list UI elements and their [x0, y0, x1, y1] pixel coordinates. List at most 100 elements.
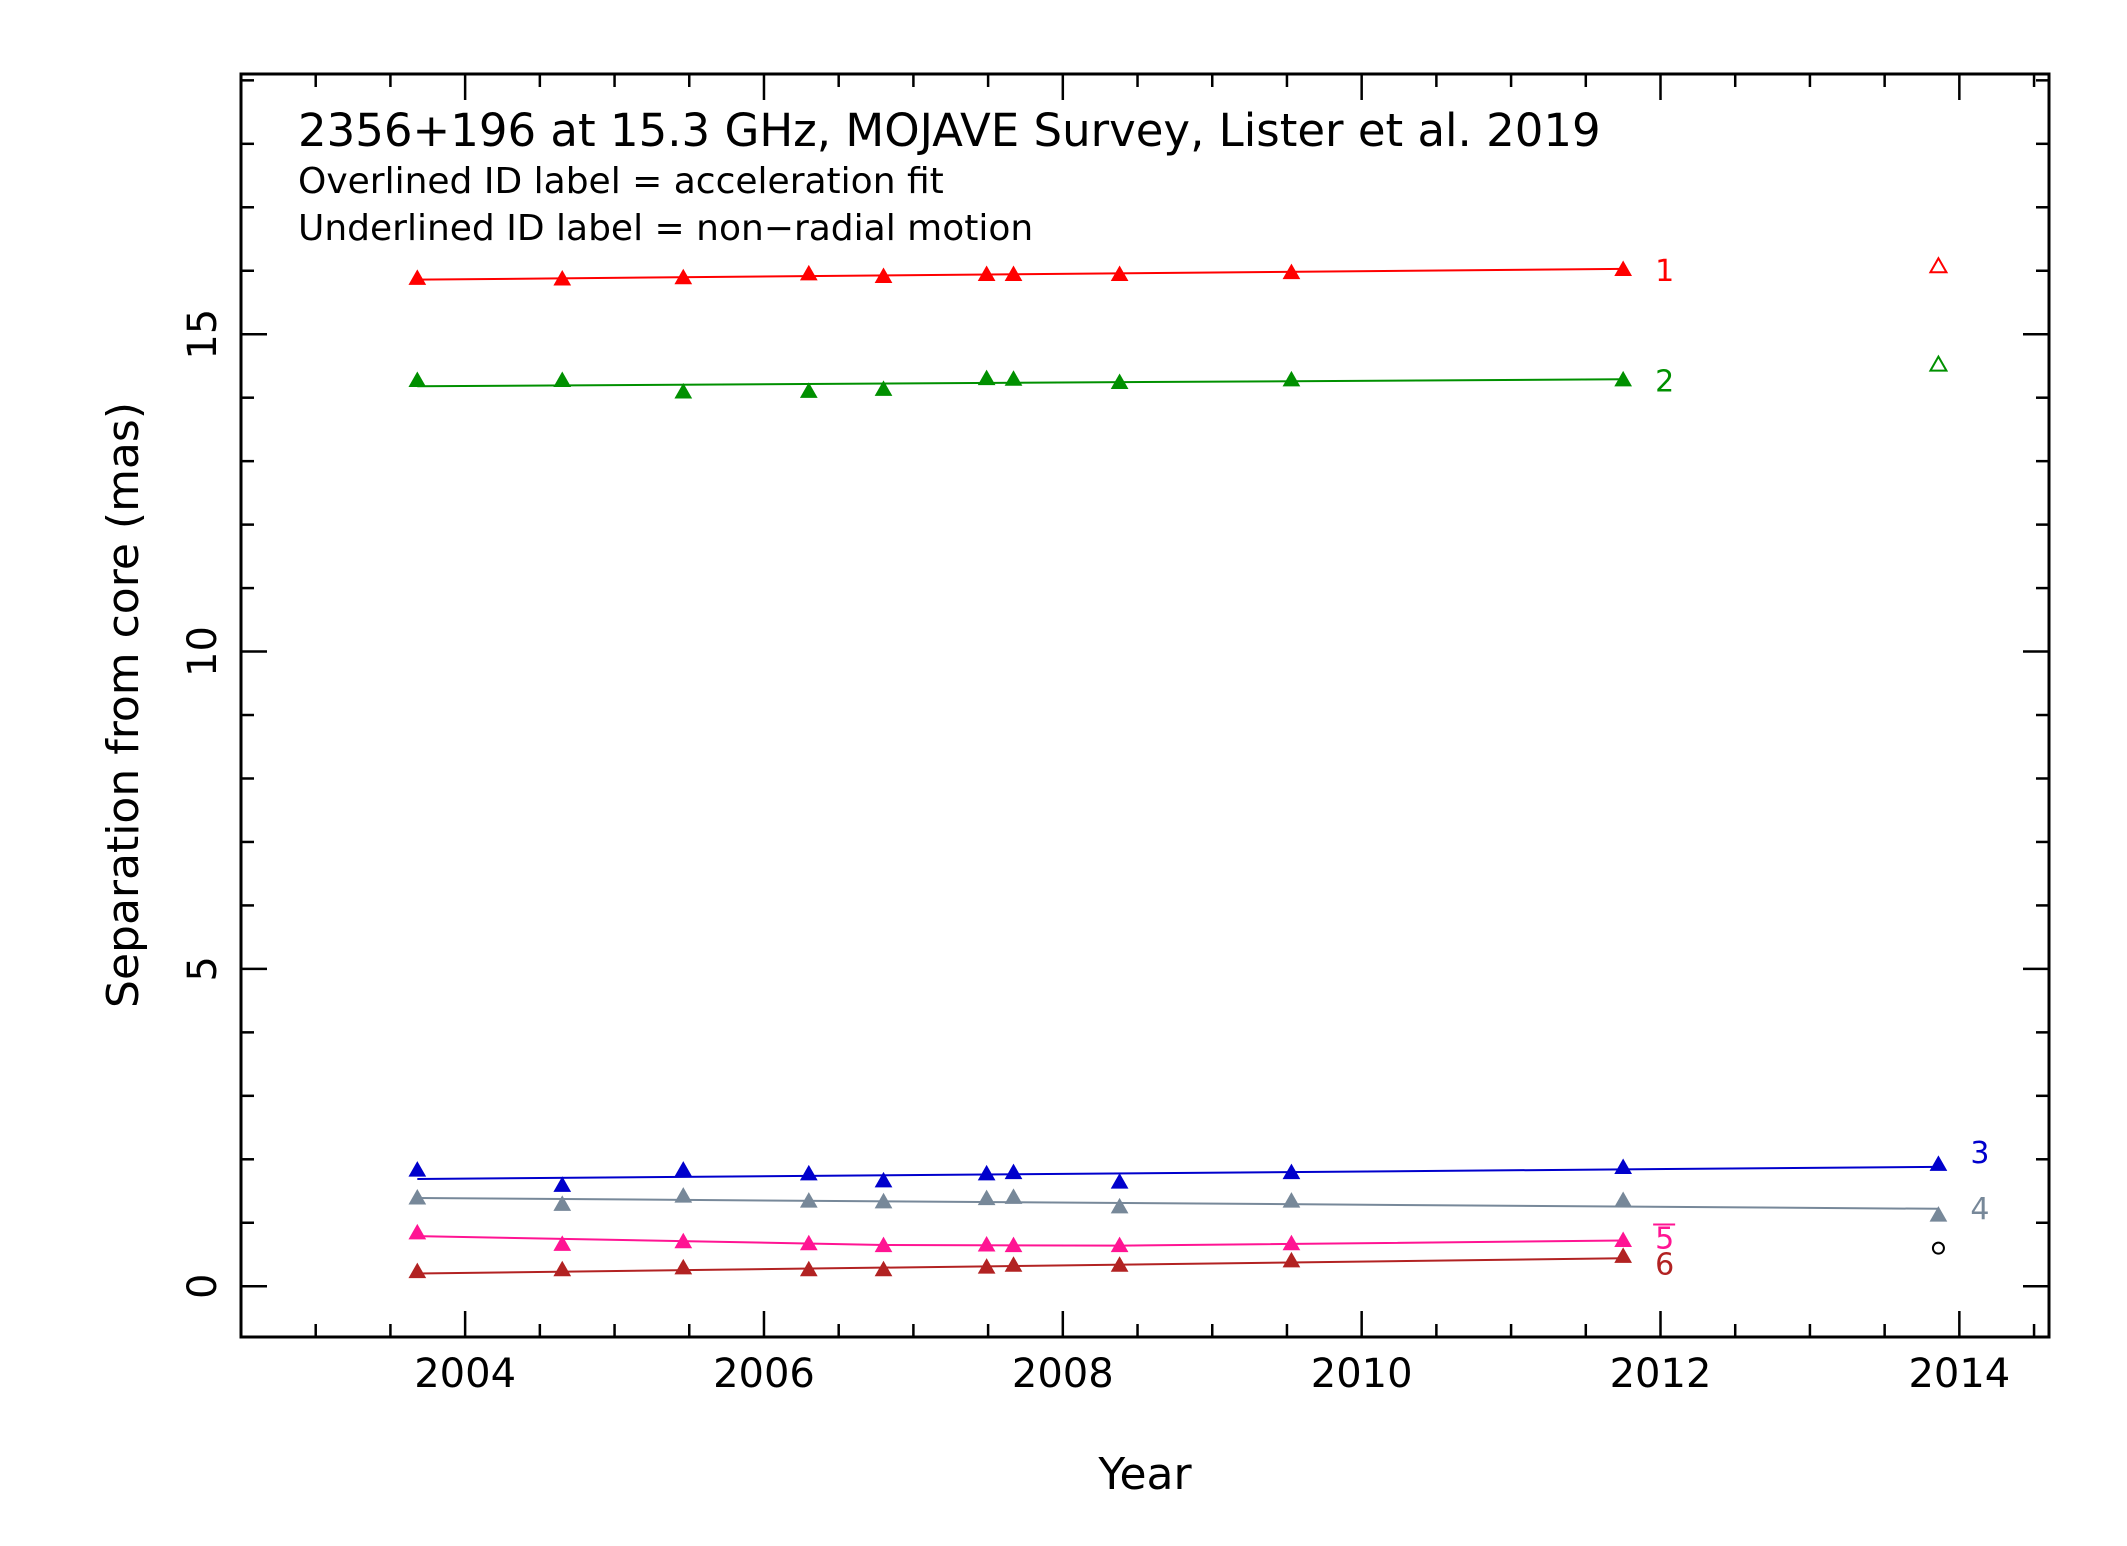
data-point-2	[874, 380, 893, 396]
data-point-6	[799, 1260, 818, 1277]
x-axis-ticks	[314, 74, 2036, 1337]
data-point-3	[674, 1161, 693, 1177]
data-point-1	[553, 269, 572, 286]
y-tick-label: 5	[180, 956, 226, 981]
data-point-6	[1614, 1247, 1633, 1263]
x-tick-label: 2012	[1610, 1351, 1712, 1397]
data-point-1	[799, 264, 818, 281]
fit-line-4	[417, 1197, 1939, 1210]
data-point-2	[1282, 370, 1301, 387]
data-markers	[408, 256, 1949, 1279]
data-point-4	[874, 1192, 893, 1209]
data-point-5	[1614, 1231, 1633, 1248]
data-point-1	[977, 265, 996, 282]
data-point-5	[799, 1234, 818, 1251]
data-point-5	[1282, 1234, 1301, 1251]
data-point-6	[1004, 1256, 1023, 1272]
data-point-4	[1004, 1188, 1023, 1204]
data-point-5	[1110, 1236, 1129, 1253]
x-tick-label: 2008	[1012, 1351, 1114, 1397]
data-point-3	[799, 1164, 818, 1181]
data-point-1	[674, 268, 693, 285]
data-point-1	[1282, 263, 1301, 280]
note-overlined: Overlined ID label = acceleration fit	[298, 161, 944, 202]
data-point-3	[1614, 1158, 1633, 1175]
series-labels: 1 2 3 4 56	[1653, 254, 1990, 1282]
data-point-1	[408, 269, 427, 285]
fit-lines	[417, 267, 1939, 1275]
fit-line-5	[417, 1235, 1624, 1247]
data-point-6	[977, 1258, 996, 1274]
data-point-3	[874, 1171, 893, 1188]
y-axis-label: Separation from core (mas)	[98, 402, 149, 1008]
data-point-1	[1004, 265, 1023, 282]
data-point-1	[1614, 260, 1633, 276]
data-point-3	[553, 1176, 572, 1192]
y-tick-label: 0	[180, 1273, 226, 1298]
data-point-3	[1004, 1163, 1023, 1180]
x-axis-label: Year	[1097, 1449, 1192, 1500]
data-point-2	[674, 382, 693, 399]
data-point-5	[408, 1223, 427, 1240]
data-point-2	[553, 371, 572, 388]
data-point-2	[1614, 370, 1633, 387]
data-point-2	[799, 382, 818, 398]
data-point-4	[674, 1187, 693, 1203]
data-point-4	[408, 1188, 427, 1205]
data-point-1	[874, 267, 893, 283]
data-point-3	[408, 1161, 427, 1177]
unassigned-point	[1931, 1241, 1945, 1255]
data-point-2	[1004, 370, 1023, 386]
data-point-2	[977, 369, 996, 386]
data-point-6	[1282, 1251, 1301, 1268]
data-point-5	[874, 1236, 893, 1253]
data-point-6	[674, 1258, 693, 1275]
series-label-5: 5	[1655, 1222, 1674, 1257]
data-point-4	[1614, 1191, 1633, 1208]
data-point-4	[977, 1189, 996, 1206]
data-point-2	[408, 371, 427, 388]
data-point-4	[799, 1192, 818, 1208]
fit-line-3	[417, 1165, 1939, 1180]
y-axis-tick-labels: 0 5 10 15	[180, 309, 226, 1299]
x-tick-label: 2004	[414, 1351, 516, 1397]
data-point-2	[1110, 373, 1129, 389]
y-tick-label: 10	[180, 626, 226, 677]
y-tick-label: 15	[180, 309, 226, 360]
data-point-3	[1929, 1155, 1948, 1171]
series-label-1: 1	[1655, 254, 1674, 289]
data-point-3	[977, 1164, 996, 1181]
series-label-3: 3	[1970, 1136, 1989, 1171]
series-label-6: 6	[1655, 1247, 1674, 1282]
fit-line-1	[417, 267, 1624, 281]
data-point-6	[553, 1260, 572, 1277]
data-point-5	[1004, 1236, 1023, 1253]
chart-title: 2356+196 at 15.3 GHz, MOJAVE Survey, Lis…	[298, 104, 1601, 157]
data-point-3	[1110, 1173, 1129, 1189]
data-point-3	[1282, 1163, 1301, 1180]
data-point-6	[1110, 1256, 1129, 1272]
data-point-1	[1110, 265, 1129, 282]
unfitted-point-1	[1928, 256, 1949, 274]
data-point-5	[674, 1232, 693, 1249]
series-label-4: 4	[1970, 1192, 1989, 1227]
data-point-4	[553, 1195, 572, 1211]
data-point-4	[1929, 1206, 1948, 1222]
plot-frame	[239, 72, 2051, 1339]
data-point-5	[553, 1235, 572, 1251]
unfitted-point-2	[1928, 354, 1949, 372]
note-underlined: Underlined ID label = non−radial motion	[298, 208, 1033, 249]
data-point-5	[977, 1235, 996, 1252]
data-point-6	[408, 1262, 427, 1279]
data-point-6	[874, 1260, 893, 1277]
x-tick-label: 2014	[1908, 1351, 2010, 1397]
x-tick-label: 2006	[713, 1351, 815, 1397]
x-axis-tick-labels: 2004 2006 2008 2010 2012 2014	[414, 1351, 2010, 1397]
y-axis-ticks	[241, 79, 2049, 1288]
x-tick-label: 2010	[1311, 1351, 1413, 1397]
data-point-4	[1282, 1192, 1301, 1208]
data-point-4	[1110, 1197, 1129, 1214]
series-label-2: 2	[1655, 364, 1674, 399]
